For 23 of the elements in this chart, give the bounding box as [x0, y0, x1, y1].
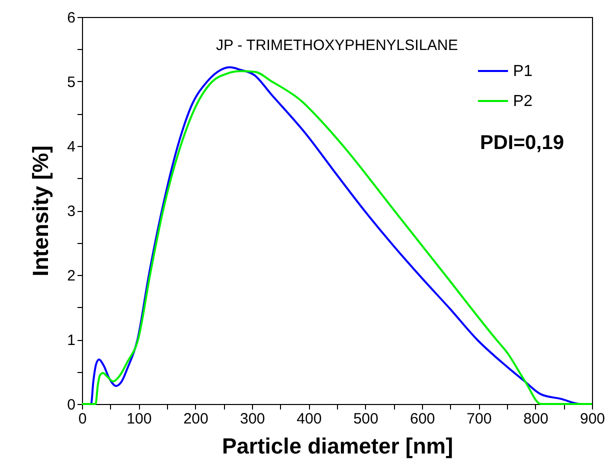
x-tick-label: 600	[410, 410, 436, 428]
annotation: PDI=0,19	[480, 132, 564, 154]
x-tick-label: 800	[523, 410, 548, 428]
y-tick-label: 3	[67, 203, 76, 220]
x-tick-label: 500	[353, 410, 378, 428]
x-tick-label: 700	[466, 410, 492, 428]
x-tick-label: 300	[240, 410, 266, 428]
x-tick-label: 100	[126, 410, 152, 428]
y-tick-label: 1	[67, 332, 76, 349]
y-tick-label: 4	[67, 138, 76, 156]
y-axis-title: Intensity [%]	[28, 146, 54, 276]
x-axis-title: Particle diameter [nm]	[222, 434, 454, 458]
x-tick-label: 200	[183, 410, 208, 428]
x-tick-label: 400	[296, 410, 322, 428]
legend-label: P1	[513, 63, 533, 80]
x-tick-label: 0	[78, 410, 87, 428]
x-tick-label: 900	[580, 410, 606, 428]
y-tick-label: 0	[67, 396, 76, 414]
legend-label: P2	[513, 93, 533, 110]
y-tick-label: 6	[67, 10, 76, 26]
text: JP - TRIMETHOXYPHENYLSILANE	[216, 37, 458, 54]
y-tick-label: 2	[67, 268, 76, 284]
y-tick-label: 5	[67, 74, 76, 91]
